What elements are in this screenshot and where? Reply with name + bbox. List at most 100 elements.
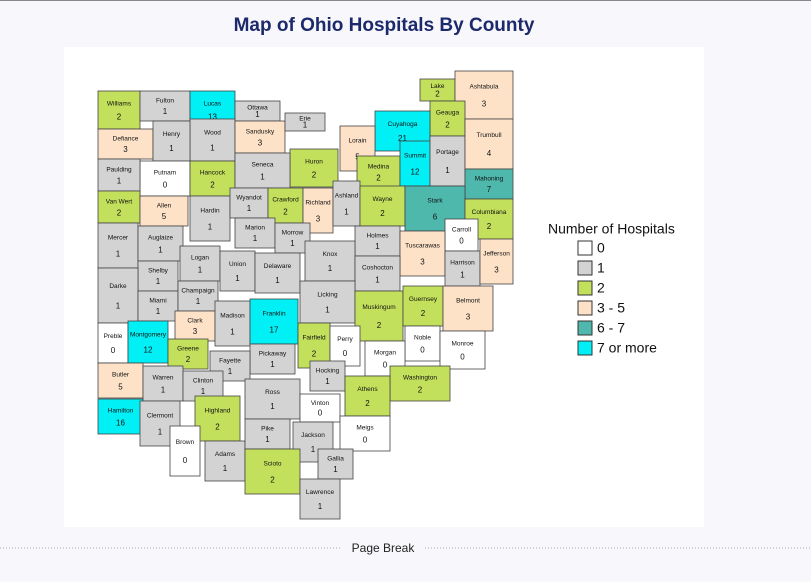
county-name: Gallia [327,456,344,463]
county-value: 1 [117,177,122,186]
county-value: 2 [312,171,317,180]
county [139,160,191,197]
county-value: 1 [328,264,333,273]
county-value: 1 [161,386,166,395]
county-name: Clermont [147,413,174,420]
county-name: Belmont [456,298,480,305]
county-value: 1 [210,144,215,153]
county-name: Clark [187,318,203,325]
county [97,322,129,364]
county-value: 2 [380,209,385,218]
county-name: Ottawa [247,104,268,111]
county-name: Hardin [200,208,220,215]
county [304,240,356,282]
county-name: Ashtabula [470,84,499,91]
county-value: 1 [270,402,275,411]
county-name: Meigs [356,424,374,431]
county-value: 1 [253,234,258,243]
legend-swatch [577,340,593,356]
county-name: Athens [357,386,378,393]
county-value: 2 [270,476,275,485]
county [97,128,154,160]
county-name: Richland [305,200,331,207]
county-name: Shelby [148,268,169,275]
county-name: Knox [323,251,339,258]
county-value: 0 [459,237,464,246]
county [137,260,179,292]
legend-label: 7 or more [597,340,657,356]
legend-label: 1 [597,260,605,276]
county-name: Auglaize [148,234,173,241]
county-value: 0 [183,456,188,465]
county-name: Van Wert [106,198,133,205]
county-name: Hancock [200,169,226,176]
county [299,393,341,423]
county-value: 3 [258,139,263,148]
county [97,267,139,324]
legend-title: Number of Hospitals [548,221,675,237]
county-value: 2 [210,181,215,190]
county [317,448,354,480]
county [137,290,179,322]
legend-swatch [577,260,593,276]
county-value: 1 [325,306,330,315]
county-value: 1 [156,277,161,286]
county-value: 1 [255,110,260,119]
county-name: Fayette [219,358,241,365]
county-value: 7 [487,185,492,194]
county-name: Wood [204,130,221,137]
county-value: 0 [163,181,168,190]
county-name: Jefferson [483,251,510,258]
county-value: 3 [494,266,499,275]
county [244,378,301,420]
county-value: 6 [433,213,438,222]
county-name: Logan [191,254,209,261]
county [152,120,191,162]
county [354,225,401,257]
legend-swatch [577,300,593,316]
county-name: Henry [163,131,181,138]
county-name: Greene [177,346,199,353]
county-value: 0 [318,409,323,418]
county-value: 1 [265,435,270,444]
county-value: 1 [116,250,121,259]
county-value: 1 [333,465,338,474]
county-value: 1 [158,428,163,437]
county [442,285,494,332]
county-value: 3 [466,313,471,322]
county [97,362,144,399]
county-value: 2 [418,386,423,395]
county [299,280,356,324]
county-name: Hocking [316,368,340,375]
county-value: 0 [420,346,425,355]
county [354,255,401,292]
county [299,478,341,520]
county [479,238,514,285]
county-value: 1 [228,367,233,376]
county-value: 1 [275,276,280,285]
legend-label: 3 - 5 [597,300,625,316]
county-value: 5 [118,383,123,392]
county-value: 21 [398,134,407,143]
legend-label: 2 [597,280,605,296]
county-name: Ross [265,389,281,396]
county [399,230,446,277]
county-value: 1 [163,107,168,116]
county-name: Pike [261,426,274,433]
county-name: Madison [220,313,245,320]
county-name: Trumbull [476,132,502,139]
county [169,425,201,477]
county-value: 2 [435,90,440,99]
county-name: Medina [368,163,390,170]
county-value: 3 [123,145,128,154]
county-value: 1 [303,121,308,130]
county [137,225,184,262]
county-value: 0 [383,361,388,370]
county-name: Washington [403,374,437,381]
county-name: Portage [436,149,459,156]
county [344,375,391,417]
county-name: Scioto [263,461,281,468]
county [234,120,286,154]
county [267,187,304,224]
